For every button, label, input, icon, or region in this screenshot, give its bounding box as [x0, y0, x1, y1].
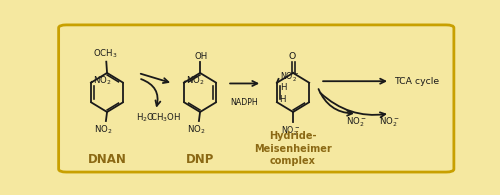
FancyBboxPatch shape [58, 25, 454, 172]
Text: NO$_2^-$: NO$_2^-$ [280, 71, 299, 84]
Text: O: O [288, 52, 296, 61]
Text: NADPH: NADPH [230, 98, 258, 107]
Text: NO$_2^-$: NO$_2^-$ [346, 116, 366, 129]
Text: NO$_2$: NO$_2$ [93, 75, 112, 88]
Text: TCA cycle: TCA cycle [394, 77, 439, 86]
Text: NO$_2$: NO$_2$ [187, 123, 206, 136]
Text: NO$_2$: NO$_2$ [186, 75, 204, 87]
Text: H: H [279, 95, 285, 104]
Text: OH: OH [194, 52, 207, 61]
Text: NO$_2$: NO$_2$ [94, 123, 112, 136]
Text: CH$_3$OH: CH$_3$OH [150, 112, 182, 124]
Text: OCH$_3$: OCH$_3$ [93, 48, 118, 60]
Text: H$_2$O: H$_2$O [136, 112, 156, 124]
Text: NO$_2^-$: NO$_2^-$ [380, 116, 400, 129]
Text: NO$_2^-$: NO$_2^-$ [282, 124, 301, 138]
Text: Hydride-
Meisenheimer
complex: Hydride- Meisenheimer complex [254, 131, 332, 166]
Text: H: H [280, 83, 286, 92]
Text: DNAN: DNAN [88, 153, 126, 166]
Text: DNP: DNP [186, 153, 214, 166]
